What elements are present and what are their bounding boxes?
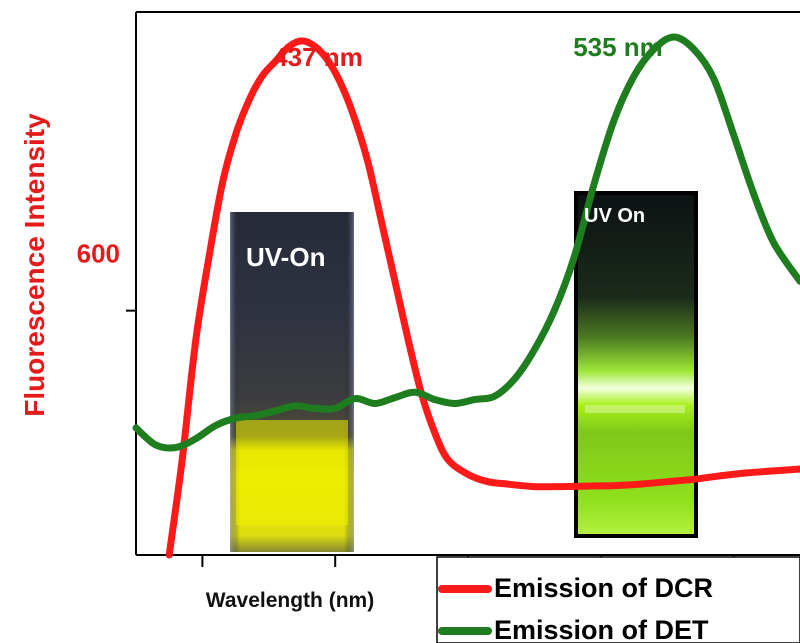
inset-vial-green <box>574 191 698 538</box>
inset-label-uv-on-1: UV-On <box>246 242 325 272</box>
legend-box <box>436 556 800 643</box>
series-line-det <box>132 33 800 452</box>
y-axis-label: Fluorescence Intensity <box>19 113 50 417</box>
peak-label-dcr: 437 nm <box>273 42 363 72</box>
legend: Emission of DCR Emission of DET <box>436 556 800 643</box>
y-tick-label-0: 600 <box>77 239 120 269</box>
legend-label-det: Emission of DET <box>494 615 709 643</box>
series-line-dcr <box>165 37 800 559</box>
series-lines <box>132 33 800 559</box>
inset-label-uv-on-2: UV On <box>584 205 645 227</box>
x-axis-label: Wavelength (nm) <box>206 589 374 612</box>
legend-label-dcr: Emission of DCR <box>494 573 713 603</box>
peak-label-det: 535 nm <box>573 32 663 62</box>
inset-vial-yellow <box>230 212 354 552</box>
y-ticks: 600 <box>77 239 136 312</box>
